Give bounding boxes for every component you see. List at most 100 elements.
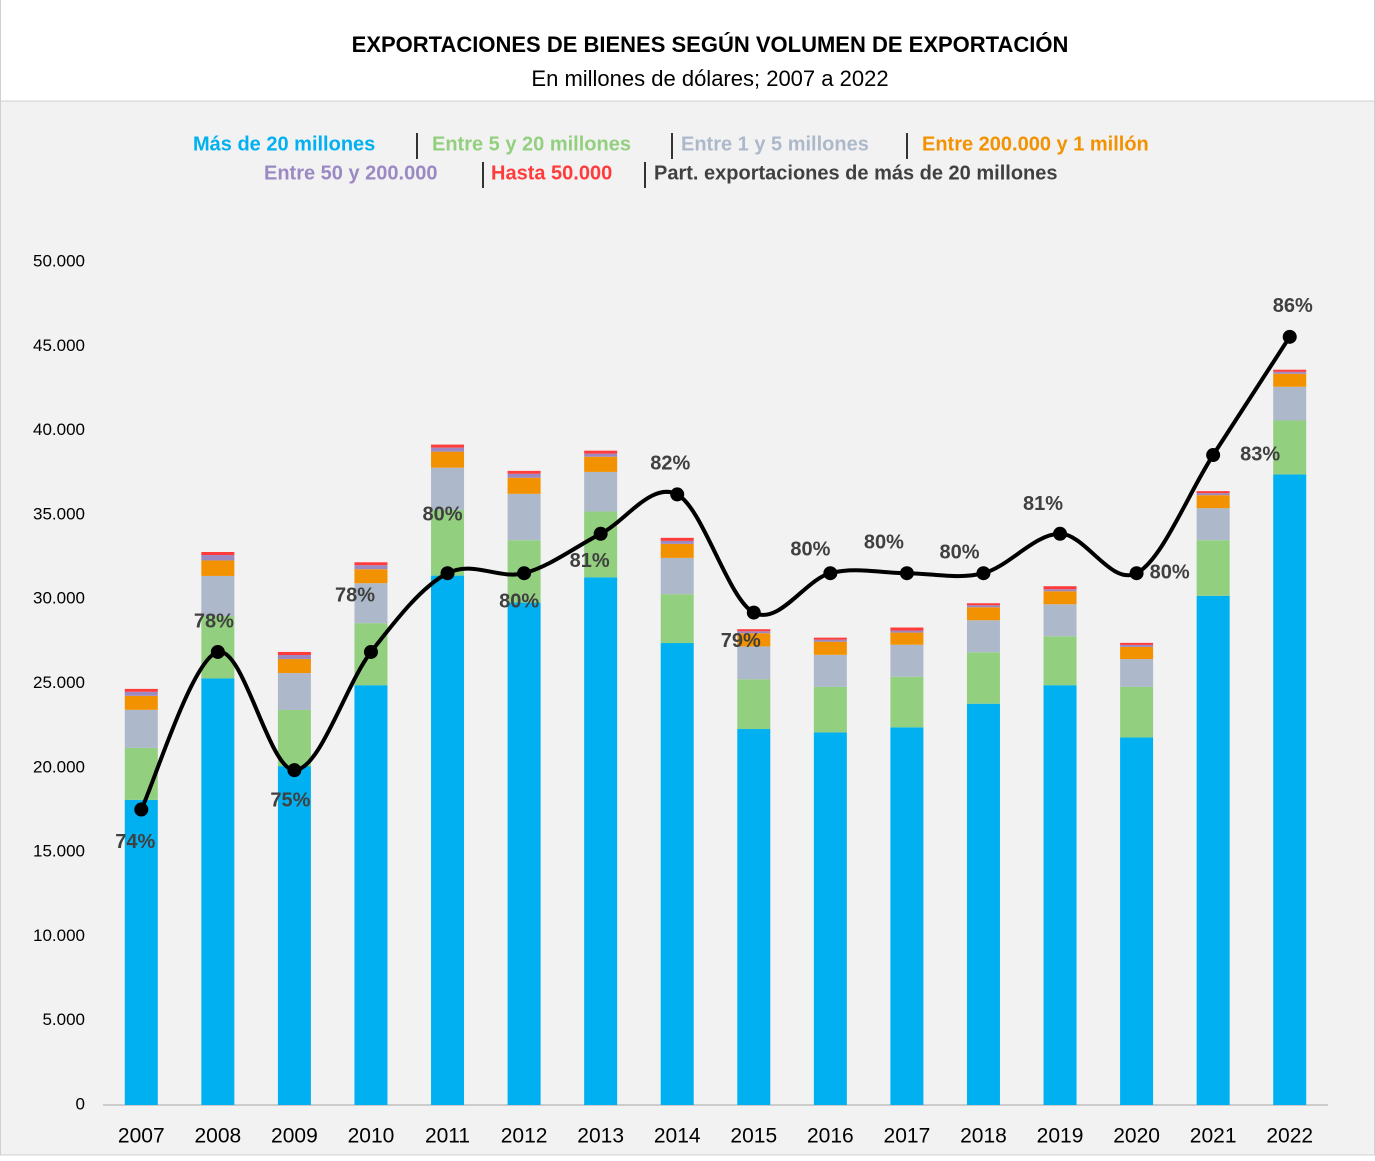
bar-segment	[431, 575, 465, 1105]
bar-segment	[584, 471, 618, 512]
line-point	[746, 605, 761, 620]
line-point	[1282, 329, 1297, 344]
bar-segment	[1043, 591, 1077, 605]
bar-segment	[1120, 642, 1154, 645]
bar-segment	[1120, 659, 1154, 687]
bar-segment	[813, 641, 847, 655]
data-label: 80%	[790, 538, 830, 560]
bar-segment	[813, 686, 847, 733]
bar-segment	[890, 630, 924, 633]
bar-segment	[890, 627, 924, 631]
bar-segment	[890, 676, 924, 728]
bar-segment	[584, 450, 618, 454]
x-tick-label: 2007	[118, 1125, 165, 1148]
bar-segment	[1196, 540, 1230, 596]
bar-segment	[737, 729, 771, 1105]
legend-label: Entre 5 y 20 millones	[432, 133, 631, 155]
y-tick-label: 20.000	[33, 757, 85, 776]
data-label: 80%	[423, 503, 463, 525]
legend-label: Entre 50 y 200.000	[264, 162, 437, 184]
y-tick-label: 25.000	[33, 673, 85, 692]
bar-segment	[1120, 646, 1154, 660]
x-tick-label: 2013	[577, 1125, 624, 1148]
bar-segment	[660, 543, 694, 558]
bar-segment	[737, 631, 771, 634]
data-label: 74%	[115, 831, 155, 853]
bar-segment	[890, 632, 924, 645]
bar-segment	[660, 594, 694, 644]
bar-segment	[966, 652, 1000, 704]
data-label: 78%	[194, 610, 234, 632]
bar-segment	[1196, 495, 1230, 509]
bar-segment	[813, 654, 847, 687]
y-tick-label: 40.000	[33, 420, 85, 439]
bar-segment	[277, 766, 311, 1105]
bar-segment	[737, 629, 771, 632]
data-label: 81%	[1023, 493, 1063, 515]
bar-segment	[1043, 685, 1077, 1105]
bar-segment	[1043, 586, 1077, 590]
y-tick-label: 15.000	[33, 842, 85, 861]
bar-segment	[277, 709, 311, 767]
bar-segment	[1043, 604, 1077, 637]
legend-label: Entre 200.000 y 1 millón	[922, 133, 1149, 155]
y-tick-label: 45.000	[33, 336, 85, 355]
bar-segment	[660, 537, 694, 541]
bar-segment	[1273, 371, 1307, 374]
bar-segment	[201, 555, 235, 561]
x-tick-label: 2017	[884, 1125, 931, 1148]
bar-segment	[1273, 386, 1307, 421]
bar-segment	[277, 655, 311, 660]
bar-segment	[1120, 737, 1154, 1105]
bar-segment	[813, 639, 847, 642]
line-point	[593, 526, 608, 541]
bar-segment	[737, 633, 771, 647]
data-label: 80%	[864, 531, 904, 553]
line-point	[1206, 448, 1221, 463]
bar-segment	[507, 477, 541, 494]
bar-segment	[890, 644, 924, 677]
bar-segment	[890, 727, 924, 1105]
bar-segment	[201, 560, 235, 576]
data-label: 82%	[650, 453, 690, 475]
x-tick-label: 2020	[1113, 1125, 1160, 1148]
x-tick-label: 2022	[1266, 1125, 1313, 1148]
bar-segment	[1196, 595, 1230, 1105]
bar-segment	[584, 453, 618, 457]
bar-segment	[1120, 644, 1154, 647]
bar-segment	[966, 703, 1000, 1105]
bar-segment	[277, 651, 311, 656]
x-tick-label: 2016	[807, 1125, 854, 1148]
bar-segment	[124, 695, 158, 710]
x-tick-label: 2009	[271, 1125, 318, 1148]
y-tick-label: 35.000	[33, 504, 85, 523]
data-label: 80%	[499, 590, 539, 612]
bar-segment	[431, 467, 465, 510]
bar-segment	[124, 799, 158, 1105]
x-tick-label: 2010	[348, 1125, 395, 1148]
bar-segment	[1196, 508, 1230, 541]
data-label: 78%	[335, 584, 375, 606]
bar-segment	[277, 673, 311, 710]
data-label: 75%	[270, 789, 310, 811]
bar-segment	[507, 602, 541, 1105]
legend-label: Part. exportaciones de más de 20 millone…	[654, 162, 1058, 184]
bar-segment	[507, 470, 541, 474]
line-point	[134, 802, 149, 817]
x-tick-label: 2021	[1190, 1125, 1237, 1148]
legend-label: Hasta 50.000	[491, 162, 612, 184]
bar-segment	[354, 562, 388, 566]
bar-segment	[737, 646, 771, 680]
data-label: 79%	[721, 630, 761, 652]
bar-segment	[966, 605, 1000, 608]
bar-segment	[1196, 493, 1230, 496]
x-tick-label: 2012	[501, 1125, 548, 1148]
bar-segment	[201, 678, 235, 1105]
bar-segment	[201, 575, 235, 617]
bar-segment	[813, 637, 847, 640]
data-label: 80%	[1150, 561, 1190, 583]
bar-segment	[431, 447, 465, 452]
bar-segment	[124, 691, 158, 696]
x-tick-label: 2008	[194, 1125, 241, 1148]
